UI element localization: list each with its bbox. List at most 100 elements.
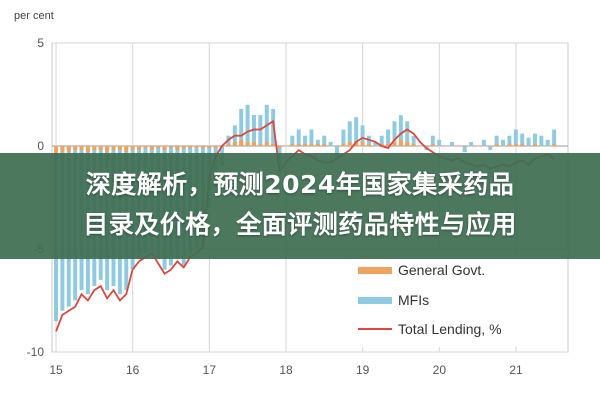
general-govt-bar (92, 146, 97, 151)
mfi-bar (315, 139, 320, 146)
general-govt-bar (373, 146, 378, 147)
general-govt-bar (309, 143, 314, 146)
x-tick-label: 17 (203, 363, 217, 377)
mfi-bar (386, 129, 391, 146)
mfi-bar (347, 121, 352, 146)
mfi-bar (532, 133, 537, 146)
general-govt-bar (539, 146, 544, 147)
general-govt-bar (200, 146, 205, 149)
mfi-bar (539, 135, 544, 146)
legend-label: General Govt. (398, 262, 485, 278)
mfi-bar (526, 137, 531, 146)
general-govt-bar (322, 143, 327, 146)
general-govt-bar (258, 143, 263, 146)
general-govt-bar (251, 141, 256, 146)
mfi-bar (392, 121, 397, 146)
general-govt-bar (226, 143, 231, 146)
general-govt-bar (366, 143, 371, 146)
mfi-bar (335, 146, 339, 157)
general-govt-bar (137, 146, 142, 151)
mfi-bar (366, 135, 371, 146)
general-govt-bar (501, 146, 506, 147)
mfi-bar (303, 135, 308, 146)
general-govt-bar (424, 146, 429, 147)
legend-label: MFIs (398, 292, 429, 308)
x-tick-label: 15 (49, 363, 63, 377)
mfi-bar (545, 139, 550, 146)
general-govt-bar (143, 146, 148, 149)
general-govt-bar (335, 146, 339, 147)
mfi-bar (341, 129, 346, 146)
general-govt-bar (360, 141, 365, 146)
general-govt-bar (124, 146, 129, 153)
banner-title-line-1: 深度解析，预测2024年国家集采药品 (85, 170, 515, 199)
general-govt-bar (469, 146, 474, 147)
general-govt-bar (271, 143, 276, 146)
general-govt-bar (296, 143, 301, 146)
general-govt-bar (347, 141, 352, 146)
general-govt-bar (60, 146, 65, 153)
mfi-bar (373, 141, 378, 146)
mfi-bar (520, 133, 525, 146)
general-govt-bar (162, 146, 167, 151)
general-govt-bar (411, 143, 416, 146)
general-govt-bar (507, 143, 512, 146)
general-govt-bar (188, 146, 193, 149)
general-govt-bar (239, 139, 244, 146)
general-govt-bar (328, 146, 333, 147)
general-govt-bar (213, 146, 218, 149)
legend-swatch-general-govt (358, 267, 392, 274)
general-govt-bar (354, 141, 359, 146)
mfi-bar (405, 121, 410, 146)
general-govt-bar (315, 143, 320, 146)
mfi-bar (494, 135, 499, 146)
mfi-bar (430, 135, 435, 146)
general-govt-bar (156, 146, 161, 149)
mfi-bar (501, 139, 506, 146)
banner-title-line-2: 目录及价格，全面评测药品特性与应用 (83, 210, 517, 239)
general-govt-bar (277, 146, 282, 149)
general-govt-bar (85, 146, 90, 153)
title-banner (0, 153, 600, 259)
general-govt-bar (386, 143, 391, 146)
general-govt-bar (456, 146, 461, 147)
general-govt-bar (405, 141, 410, 146)
general-govt-bar (232, 141, 237, 146)
mfi-bar (507, 135, 512, 146)
mfi-bar (245, 104, 250, 146)
mfi-bar (513, 129, 518, 146)
y-tick-label: 5 (37, 36, 44, 50)
general-govt-bar (398, 139, 403, 146)
mfi-bar (290, 135, 295, 146)
general-govt-bar (437, 146, 442, 147)
mfi-bar (379, 135, 384, 146)
general-govt-bar (181, 146, 186, 149)
general-govt-bar (303, 143, 308, 146)
general-govt-bar (341, 143, 346, 146)
mfi-bar (398, 115, 403, 146)
mfi-bar (488, 146, 493, 151)
mfi-bar (411, 135, 416, 146)
general-govt-bar (481, 146, 486, 147)
y-axis-label: per cent (14, 10, 54, 22)
general-govt-bar (117, 146, 122, 151)
mfi-bar (552, 129, 557, 146)
mfi-bar (258, 115, 263, 146)
general-govt-bar (449, 146, 454, 147)
general-govt-bar (98, 146, 103, 151)
general-govt-bar (545, 146, 550, 147)
general-govt-bar (494, 143, 499, 146)
general-govt-bar (130, 146, 135, 151)
mfi-bar (437, 139, 442, 146)
x-tick-label: 19 (356, 363, 370, 377)
general-govt-bar (54, 146, 58, 155)
mfi-bar (360, 125, 365, 146)
general-govt-bar (475, 146, 480, 147)
general-govt-bar (73, 146, 78, 151)
mfi-bar (239, 108, 244, 146)
general-govt-bar (552, 143, 557, 146)
general-govt-bar (105, 146, 110, 153)
x-tick-label: 21 (509, 363, 523, 377)
legend-label: Total Lending, % (398, 321, 502, 337)
general-govt-bar (443, 146, 448, 147)
